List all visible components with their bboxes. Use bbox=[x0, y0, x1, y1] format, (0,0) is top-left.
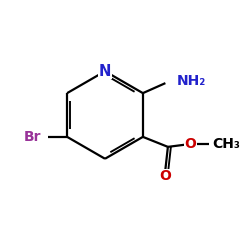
Text: Br: Br bbox=[23, 130, 41, 144]
Text: O: O bbox=[160, 169, 171, 183]
Text: O: O bbox=[184, 137, 196, 151]
Text: CH₃: CH₃ bbox=[212, 137, 240, 151]
Text: NH₂: NH₂ bbox=[177, 74, 206, 88]
Text: N: N bbox=[99, 64, 111, 79]
